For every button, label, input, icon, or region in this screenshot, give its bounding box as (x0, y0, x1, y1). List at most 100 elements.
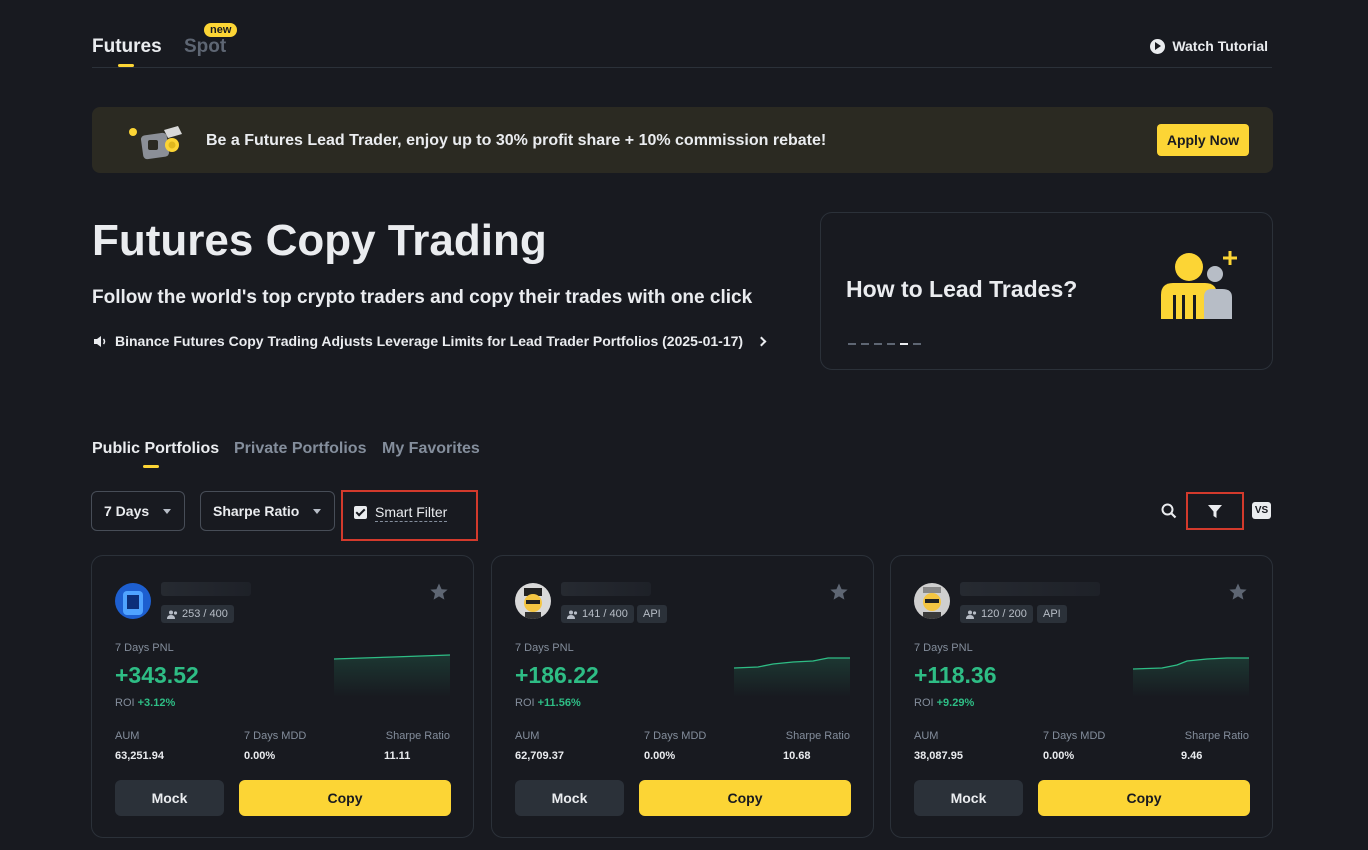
tab-futures[interactable]: Futures (92, 36, 162, 57)
tab-private-portfolios[interactable]: Private Portfolios (234, 440, 367, 457)
sharpe-label: Sharpe Ratio (385, 730, 450, 742)
mdd-value: 0.00% (644, 750, 676, 762)
carousel-dot[interactable] (848, 343, 856, 345)
carousel-dot[interactable] (913, 343, 921, 345)
mock-button[interactable]: Mock (515, 780, 624, 816)
new-badge: new (204, 23, 238, 37)
trader-name[interactable] (561, 582, 651, 596)
coin-hand-icon (129, 126, 182, 160)
followers-count: 253 / 400 (182, 608, 228, 620)
pnl-label: 7 Days PNL (515, 642, 574, 654)
banner-text: Be a Futures Lead Trader, enjoy up to 30… (206, 132, 827, 149)
roi-value: +11.56% (537, 697, 581, 709)
pnl-label: 7 Days PNL (914, 642, 973, 654)
tab-futures-underline (118, 64, 134, 67)
announcement-text: Binance Futures Copy Trading Adjusts Lev… (115, 333, 744, 349)
carousel-dot[interactable] (887, 343, 895, 345)
api-badge: API (1037, 605, 1067, 623)
avatar[interactable] (914, 583, 950, 619)
people-icon (167, 610, 178, 619)
pnl-sparkline (333, 654, 451, 697)
carousel-dot-active[interactable] (900, 343, 908, 345)
period-select[interactable]: 7 Days (91, 491, 185, 531)
tab-public-portfolios[interactable]: Public Portfolios (92, 440, 220, 457)
smart-filter-toggle[interactable]: Smart Filter (341, 490, 478, 541)
roi-value: +3.12% (137, 697, 176, 709)
filter-funnel-icon (1208, 505, 1222, 518)
page-title: Futures Copy Trading (92, 216, 547, 265)
tab-public-underline (143, 465, 159, 468)
roi-label: ROI (115, 697, 135, 709)
chevron-right-icon (756, 336, 767, 346)
api-badge: API (637, 605, 667, 623)
aum-value: 38,087.95 (914, 750, 963, 762)
caret-down-icon (313, 508, 322, 514)
smart-filter-label: Smart Filter (375, 504, 448, 522)
aum-value: 62,709.37 (515, 750, 564, 762)
top-nav: Futures Spot new Watch Tutorial (92, 23, 1272, 68)
apply-now-button[interactable]: Apply Now (1157, 124, 1249, 156)
mock-button[interactable]: Mock (914, 780, 1023, 816)
how-to-lead-card[interactable]: How to Lead Trades? (820, 212, 1273, 370)
pnl-sparkline (1132, 657, 1249, 697)
caret-down-icon (163, 508, 172, 514)
watch-tutorial-link[interactable]: Watch Tutorial (1150, 38, 1268, 54)
sharpe-label: Sharpe Ratio (785, 730, 850, 742)
page-subtitle: Follow the world's top crypto traders an… (92, 287, 753, 308)
portfolio-card[interactable]: 141 / 400 API 7 Days PNL +186.22 ROI +11… (491, 555, 874, 838)
sort-select-value: Sharpe Ratio (213, 503, 300, 519)
favorite-star-icon[interactable] (429, 582, 449, 602)
how-to-lead-title: How to Lead Trades? (846, 276, 1078, 302)
avatar[interactable] (515, 583, 551, 619)
followers-badge: 253 / 400 (161, 605, 234, 623)
search-icon[interactable] (1161, 503, 1177, 519)
carousel-dot[interactable] (861, 343, 869, 345)
smart-filter-checkbox[interactable] (354, 506, 367, 519)
copy-button[interactable]: Copy (639, 780, 851, 816)
aum-label: AUM (914, 730, 939, 742)
pnl-value: +118.36 (914, 662, 997, 688)
trader-name[interactable] (960, 582, 1100, 596)
portfolio-card[interactable]: 253 / 400 7 Days PNL +343.52 ROI +3.12% … (91, 555, 474, 838)
pnl-sparkline (733, 657, 850, 697)
mdd-label: 7 Days MDD (244, 730, 307, 742)
trader-name[interactable] (161, 582, 251, 596)
mock-button[interactable]: Mock (115, 780, 224, 816)
copy-button[interactable]: Copy (1038, 780, 1250, 816)
people-icon (567, 610, 578, 619)
mdd-label: 7 Days MDD (644, 730, 707, 742)
roi-label: ROI (914, 697, 934, 709)
mdd-value: 0.00% (244, 750, 276, 762)
followers-count: 120 / 200 (981, 608, 1027, 620)
favorite-star-icon[interactable] (1228, 582, 1248, 602)
aum-value: 63,251.94 (115, 750, 164, 762)
avatar[interactable] (115, 583, 151, 619)
sort-select[interactable]: Sharpe Ratio (200, 491, 335, 531)
roi: ROI +3.12% (115, 697, 175, 709)
pnl-value: +343.52 (115, 662, 199, 688)
followers-count: 141 / 400 (582, 608, 628, 620)
watch-tutorial-label: Watch Tutorial (1172, 38, 1268, 54)
followers-badge: 141 / 400 (561, 605, 634, 623)
lead-trader-illustration-icon (1161, 251, 1237, 319)
roi: ROI +9.29% (914, 697, 974, 709)
tab-my-favorites[interactable]: My Favorites (382, 440, 480, 457)
lead-trader-banner: Be a Futures Lead Trader, enjoy up to 30… (92, 107, 1273, 173)
roi-label: ROI (515, 697, 535, 709)
copy-button[interactable]: Copy (239, 780, 451, 816)
aum-label: AUM (115, 730, 140, 742)
sharpe-value: 11.11 (384, 750, 411, 762)
announcement-link[interactable]: Binance Futures Copy Trading Adjusts Lev… (93, 333, 767, 349)
people-icon (966, 610, 977, 619)
mdd-label: 7 Days MDD (1043, 730, 1106, 742)
roi-value: +9.29% (936, 697, 975, 709)
favorite-star-icon[interactable] (829, 582, 849, 602)
carousel-dot[interactable] (874, 343, 882, 345)
sharpe-label: Sharpe Ratio (1184, 730, 1249, 742)
tab-spot[interactable]: Spot (184, 36, 227, 57)
speaker-icon (94, 335, 106, 347)
compare-vs-icon[interactable]: VS (1252, 502, 1271, 519)
play-icon (1150, 38, 1166, 54)
filter-button[interactable] (1186, 492, 1244, 530)
portfolio-card[interactable]: 120 / 200 API 7 Days PNL +118.36 ROI +9.… (890, 555, 1273, 838)
